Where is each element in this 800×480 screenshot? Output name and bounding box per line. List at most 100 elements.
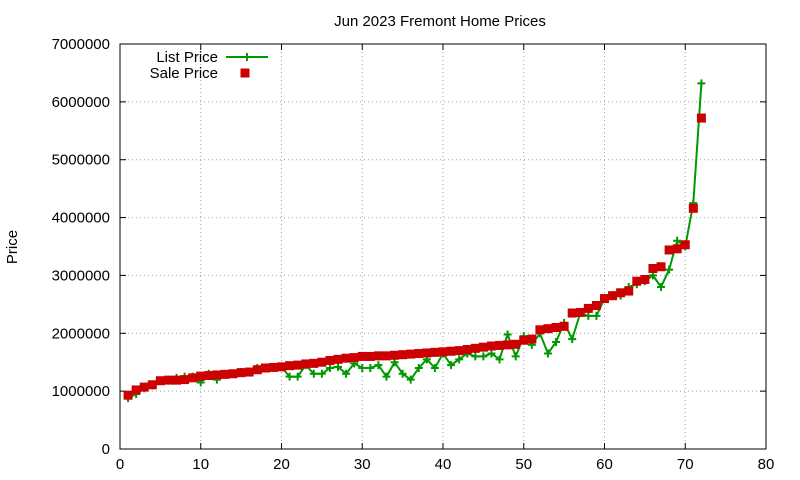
- sale-price-point: [543, 324, 553, 334]
- sale-price-point: [398, 350, 408, 360]
- sale-price-point: [672, 244, 682, 254]
- sale-price-point: [333, 354, 343, 364]
- x-tick-label: 0: [116, 456, 124, 473]
- plot-frame: [119, 43, 767, 450]
- sale-price-point: [608, 291, 618, 301]
- sale-price-point: [172, 375, 182, 385]
- sale-price-point: [559, 321, 569, 331]
- list-price-point: [584, 311, 593, 320]
- y-tick-label: 5000000: [52, 152, 110, 169]
- list-price-point: [487, 349, 496, 358]
- y-tick-label: 1000000: [52, 383, 110, 400]
- sale-price-point: [478, 342, 488, 352]
- list-price-point: [382, 372, 391, 381]
- list-price-point: [455, 355, 464, 364]
- sale-price-point: [495, 340, 505, 350]
- x-tick-label: 30: [354, 456, 371, 473]
- sale-price-point: [252, 365, 262, 375]
- sale-price-point: [365, 351, 375, 361]
- sale-price-point: [422, 348, 432, 358]
- sale-price-point: [470, 343, 480, 353]
- sale-price-point: [640, 274, 650, 284]
- sale-price-point: [244, 367, 254, 377]
- sale-price-point: [163, 375, 173, 385]
- sale-price-point: [196, 371, 206, 381]
- list-price-point: [568, 335, 577, 344]
- sale-price-point: [236, 368, 246, 378]
- sale-price-point: [414, 349, 424, 359]
- list-price-point: [503, 330, 512, 339]
- sale-price-point: [309, 358, 319, 368]
- sale-price-point: [155, 376, 165, 386]
- sale-price-point: [664, 245, 674, 255]
- list-price-point: [285, 372, 294, 381]
- sale-price-point: [123, 390, 133, 400]
- list-price-point: [342, 369, 351, 378]
- sale-price-point: [390, 350, 400, 360]
- sale-price-point: [656, 262, 666, 272]
- sale-price-point: [696, 113, 706, 123]
- sale-price-point: [616, 288, 626, 298]
- x-tick-label: 70: [677, 456, 694, 473]
- sale-price-point: [325, 355, 335, 365]
- x-tick-label: 20: [273, 456, 290, 473]
- sale-price-point: [381, 351, 391, 361]
- sale-price-point: [567, 308, 577, 318]
- list-price-point: [358, 364, 367, 372]
- list-price-point: [325, 364, 334, 372]
- sale-price-point: [180, 375, 190, 385]
- list-price-point: [309, 369, 318, 378]
- sale-price-point: [139, 382, 149, 392]
- sale-price-point: [575, 307, 585, 317]
- list-price-point: [317, 369, 326, 378]
- list-price-point: [414, 364, 423, 372]
- sale-price-point: [591, 301, 601, 311]
- sale-price-point: [454, 346, 464, 356]
- x-tick-label: 40: [435, 456, 452, 473]
- sale-price-point: [277, 362, 286, 372]
- y-tick-label: 3000000: [52, 267, 110, 284]
- x-tick-label: 60: [596, 456, 613, 473]
- list-price-point: [471, 352, 480, 361]
- sale-price-point: [535, 325, 545, 335]
- sale-price-point: [301, 359, 311, 369]
- sale-price-point: [648, 263, 658, 273]
- sale-price-point: [486, 341, 496, 351]
- sale-price-point: [406, 349, 416, 359]
- y-tick-label: 7000000: [52, 36, 110, 53]
- list-price-point: [543, 349, 552, 358]
- sale-price-point: [357, 351, 367, 361]
- list-price-point: [293, 372, 302, 381]
- list-price-point: [366, 364, 375, 372]
- sale-price-point: [285, 361, 295, 371]
- sale-price-point: [317, 357, 327, 367]
- chart-title: Jun 2023 Fremont Home Prices: [334, 13, 546, 30]
- sale-price-point: [688, 203, 698, 213]
- sale-price-point: [341, 353, 351, 363]
- list-price-point: [552, 337, 561, 346]
- x-tick-label: 50: [515, 456, 532, 473]
- sale-price-point: [632, 276, 642, 286]
- sale-price-point: [260, 363, 270, 373]
- list-price-point: [673, 236, 682, 245]
- x-tick-label: 10: [192, 456, 209, 473]
- legend-square-marker: [240, 68, 250, 78]
- list-price-point: [657, 283, 666, 291]
- legend-label: List Price: [156, 49, 218, 66]
- sale-price-point: [446, 346, 456, 356]
- list-price-point: [592, 311, 601, 320]
- sale-price-point: [212, 370, 222, 380]
- series-layer: [123, 79, 706, 403]
- sale-price-point: [268, 362, 278, 372]
- list-price-point: [665, 265, 674, 274]
- sale-price-point: [551, 323, 561, 332]
- list-price-point: [406, 375, 415, 384]
- list-price-point: [447, 361, 456, 370]
- list-price-point: [495, 355, 504, 364]
- list-price-point: [334, 362, 343, 371]
- sale-price-point: [438, 347, 448, 357]
- y-tick-label: 4000000: [52, 210, 110, 227]
- legend-label: Sale Price: [150, 65, 218, 82]
- x-tick-label: 80: [758, 456, 775, 473]
